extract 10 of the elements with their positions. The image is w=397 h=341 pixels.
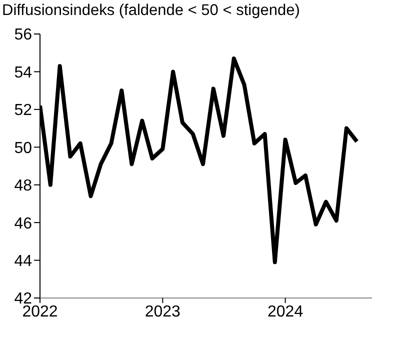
chart-title: Diffusionsindeks (faldende < 50 < stigende) bbox=[2, 2, 300, 20]
y-tick-label: 56 bbox=[14, 26, 32, 44]
x-tick-label: 2023 bbox=[144, 303, 181, 320]
y-tick-label: 54 bbox=[14, 64, 32, 82]
y-tick-label: 46 bbox=[14, 215, 32, 232]
x-tick-label: 2024 bbox=[268, 303, 304, 320]
y-tick-label: 50 bbox=[14, 140, 32, 157]
y-tick-label: 48 bbox=[14, 178, 32, 195]
y-tick-label: 52 bbox=[14, 102, 32, 120]
y-tick-label: 44 bbox=[14, 252, 32, 270]
